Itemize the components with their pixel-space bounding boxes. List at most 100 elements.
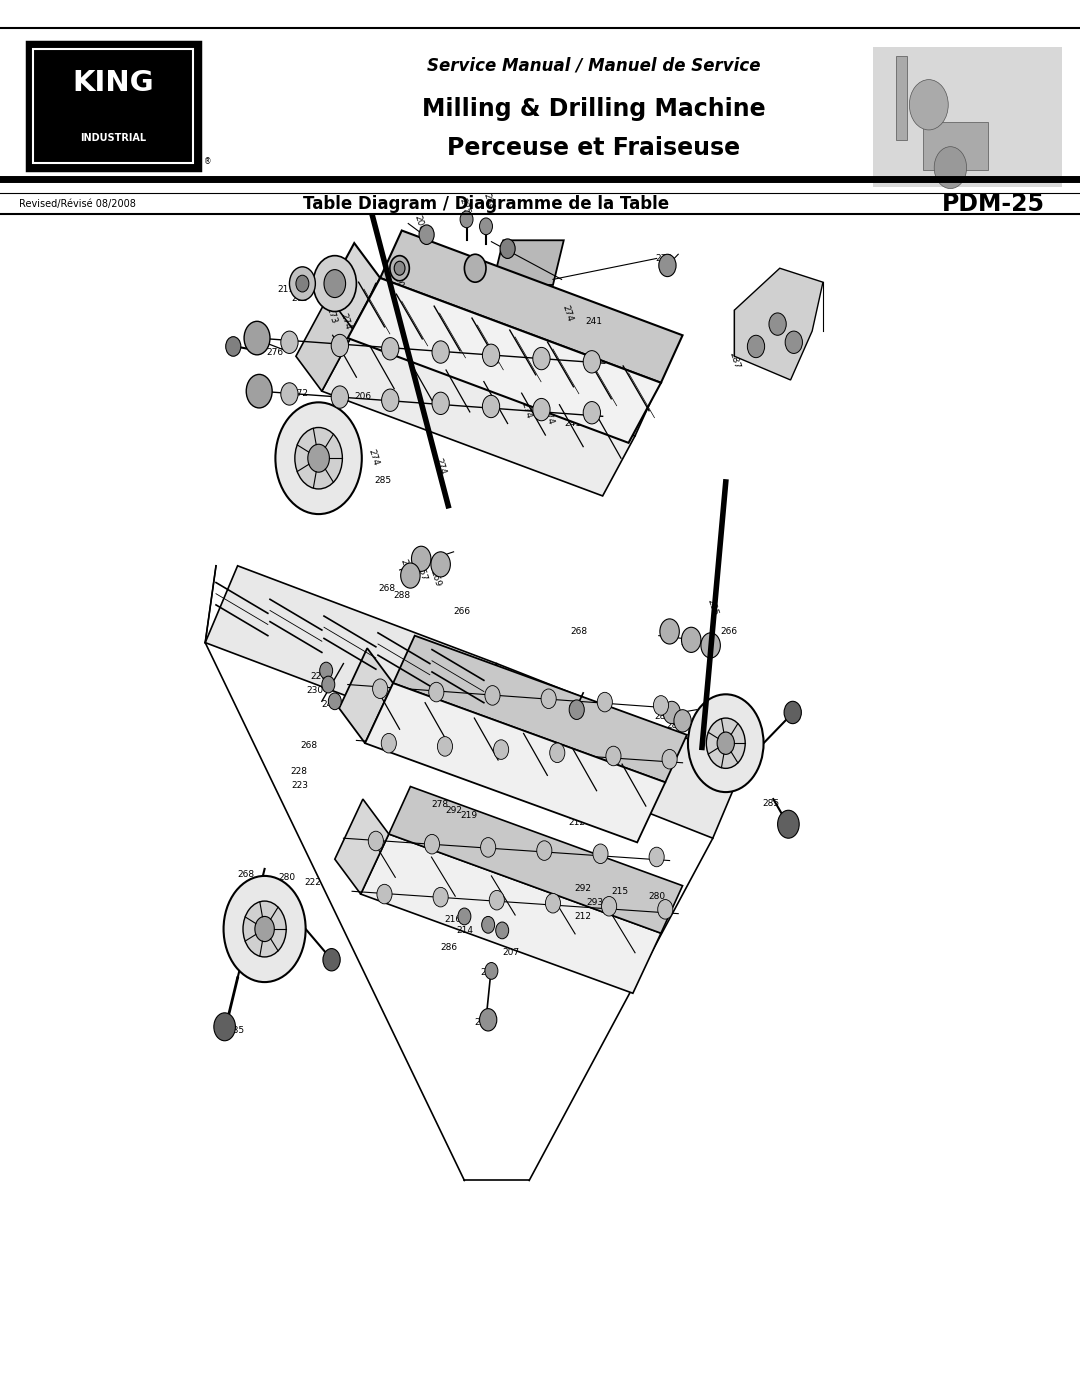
- Circle shape: [909, 80, 948, 130]
- Circle shape: [411, 546, 431, 571]
- Text: 272: 272: [292, 390, 309, 398]
- Bar: [873, 47, 1062, 187]
- Text: 241: 241: [585, 317, 603, 326]
- Text: 285: 285: [762, 799, 780, 807]
- Text: 268: 268: [378, 584, 395, 592]
- Text: KING: KING: [72, 68, 154, 96]
- Text: 290: 290: [553, 774, 570, 782]
- Polygon shape: [335, 799, 389, 894]
- Circle shape: [323, 949, 340, 971]
- Circle shape: [597, 693, 612, 712]
- Bar: [896, 56, 907, 140]
- Circle shape: [281, 331, 298, 353]
- Text: 216: 216: [444, 915, 461, 923]
- Circle shape: [489, 890, 504, 909]
- Text: 266: 266: [720, 627, 738, 636]
- Circle shape: [381, 388, 399, 411]
- Text: 274: 274: [339, 312, 352, 331]
- Text: 212: 212: [568, 819, 585, 827]
- Text: 210: 210: [391, 270, 404, 289]
- Polygon shape: [348, 278, 661, 443]
- Circle shape: [532, 398, 550, 420]
- Circle shape: [243, 901, 286, 957]
- Polygon shape: [389, 787, 683, 933]
- Circle shape: [602, 897, 617, 916]
- Circle shape: [717, 732, 734, 754]
- Circle shape: [328, 693, 341, 710]
- Text: 295: 295: [706, 598, 719, 617]
- Circle shape: [332, 334, 349, 356]
- Circle shape: [593, 844, 608, 863]
- Text: 293: 293: [586, 898, 604, 907]
- Circle shape: [433, 887, 448, 907]
- Ellipse shape: [394, 261, 405, 275]
- Circle shape: [246, 374, 272, 408]
- Circle shape: [569, 700, 584, 719]
- Circle shape: [281, 383, 298, 405]
- Circle shape: [381, 733, 396, 753]
- Text: 201: 201: [719, 726, 732, 746]
- Text: 230: 230: [307, 686, 324, 694]
- Text: 266: 266: [454, 608, 471, 616]
- Text: 289: 289: [654, 712, 672, 721]
- Text: 287: 287: [728, 351, 741, 370]
- Circle shape: [934, 147, 967, 189]
- Circle shape: [226, 337, 241, 356]
- Polygon shape: [400, 257, 475, 279]
- Text: 223: 223: [292, 781, 309, 789]
- Text: 273: 273: [346, 441, 359, 461]
- Polygon shape: [296, 296, 354, 391]
- Text: 294: 294: [377, 725, 394, 733]
- Text: 274: 274: [434, 457, 447, 476]
- Text: 215: 215: [611, 887, 629, 895]
- Circle shape: [496, 922, 509, 939]
- Text: 278: 278: [431, 800, 448, 809]
- Text: 211: 211: [278, 285, 295, 293]
- Text: 201: 201: [230, 946, 247, 954]
- Text: 219: 219: [460, 812, 477, 820]
- Text: Table Diagram / Diagramme de la Table: Table Diagram / Diagramme de la Table: [302, 196, 670, 212]
- Circle shape: [747, 335, 765, 358]
- Text: 289: 289: [399, 557, 411, 577]
- Text: 279: 279: [656, 254, 673, 263]
- Circle shape: [322, 676, 335, 693]
- Circle shape: [769, 313, 786, 335]
- Text: 286: 286: [441, 943, 458, 951]
- Circle shape: [431, 552, 450, 577]
- Circle shape: [368, 831, 383, 851]
- Circle shape: [419, 225, 434, 244]
- Circle shape: [706, 718, 745, 768]
- Text: 218: 218: [539, 760, 556, 768]
- Text: 213: 213: [474, 1018, 491, 1027]
- Circle shape: [663, 701, 680, 724]
- Text: 275: 275: [458, 197, 471, 217]
- Polygon shape: [339, 648, 393, 743]
- Text: 268: 268: [300, 742, 318, 750]
- Text: 208: 208: [413, 214, 426, 233]
- Polygon shape: [464, 664, 745, 838]
- Circle shape: [313, 256, 356, 312]
- Circle shape: [308, 444, 329, 472]
- Bar: [27, 42, 200, 170]
- Circle shape: [494, 740, 509, 760]
- Text: 243: 243: [321, 700, 338, 708]
- Ellipse shape: [390, 256, 409, 281]
- Text: 274: 274: [561, 303, 573, 323]
- Circle shape: [653, 696, 669, 715]
- Circle shape: [482, 916, 495, 933]
- Text: 274: 274: [542, 407, 555, 426]
- Text: 288: 288: [393, 591, 410, 599]
- Circle shape: [432, 341, 449, 363]
- Circle shape: [649, 847, 664, 866]
- Text: 267: 267: [415, 563, 428, 583]
- Circle shape: [289, 267, 315, 300]
- Text: 203: 203: [701, 715, 714, 735]
- Circle shape: [483, 344, 500, 366]
- Text: PDM-25: PDM-25: [942, 191, 1045, 217]
- Text: 291: 291: [566, 701, 579, 721]
- Circle shape: [432, 393, 449, 415]
- Circle shape: [214, 1013, 235, 1041]
- Polygon shape: [354, 284, 657, 436]
- Text: 274: 274: [519, 401, 532, 420]
- Circle shape: [660, 619, 679, 644]
